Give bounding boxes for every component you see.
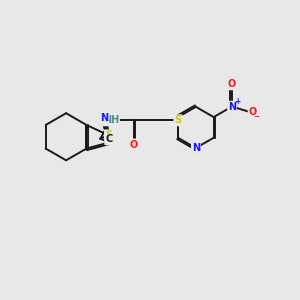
Text: NH: NH [103, 116, 119, 125]
Text: O: O [228, 80, 236, 89]
Text: S: S [174, 116, 182, 125]
Text: S: S [174, 116, 182, 125]
Text: −: − [254, 112, 260, 121]
Text: C: C [105, 134, 113, 144]
Text: N: N [192, 143, 200, 153]
Text: N: N [192, 143, 200, 153]
Text: O: O [130, 140, 138, 149]
Text: N: N [100, 113, 108, 123]
Text: C: C [105, 134, 112, 144]
Text: O: O [248, 107, 257, 117]
Text: S: S [105, 130, 112, 140]
Text: NH: NH [103, 116, 119, 125]
Text: N: N [100, 113, 108, 123]
Text: +: + [235, 97, 241, 106]
Text: O: O [130, 140, 138, 149]
Text: N: N [228, 101, 236, 112]
